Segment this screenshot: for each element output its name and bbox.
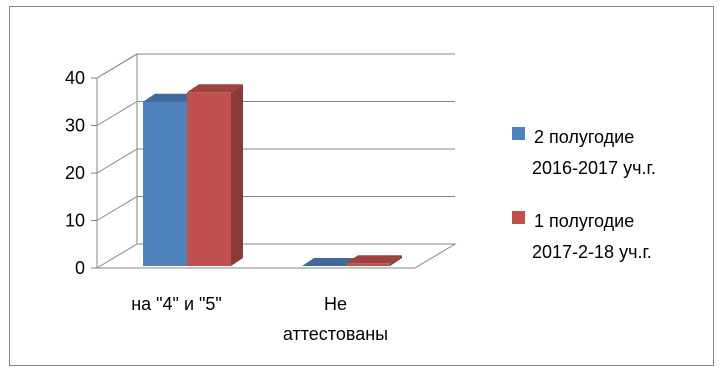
y-axis-ticks: 0 10 20 30 40 [65,68,97,278]
legend-label-0-1: 2016-2017 уч.г. [532,158,656,178]
bar-top [143,93,199,102]
bar-top [187,84,243,93]
bar-s0-c1 [302,258,358,266]
legend: 2 полугодие 2016-2017 уч.г. 1 полугодие 201… [512,127,656,262]
legend-label-0-0: 2 полугодие [534,127,634,147]
y-tick-label-30: 30 [65,116,85,136]
legend-label-1-0: 1 полугодие [534,211,634,231]
x-axis-categories: на "4" и "5" Не аттестованы [131,294,388,344]
bar-top [346,255,402,264]
bar-side [231,84,243,266]
bar-s1-c0 [187,84,243,266]
gridline-30 [96,101,455,126]
chart-frame [9,6,714,366]
bars [143,84,402,266]
gridline-40 [96,53,455,79]
gridline-10 [96,196,455,221]
bar-front [187,92,231,266]
y-tick-label-10: 10 [65,211,85,231]
gridline-20 [96,148,455,174]
bar-top [302,258,358,266]
category-label-0-0: на "4" и "5" [131,294,222,314]
gridlines [96,53,455,221]
legend-label-1-1: 2017-2-18 уч.г. [532,242,652,262]
y-tick-label-40: 40 [65,68,85,88]
bar-front [143,101,187,266]
y-tick-label-0: 0 [75,258,85,278]
bar-front [346,263,390,266]
floor [95,243,457,269]
y-tick-label-20: 20 [65,163,85,183]
legend-swatch-0 [512,127,525,140]
bar-side [390,255,402,266]
category-label-1-1: аттестованы [283,324,388,344]
bar-s1-c1 [346,255,402,266]
legend-swatch-1 [512,211,525,224]
category-label-1-0: Не [324,294,347,314]
